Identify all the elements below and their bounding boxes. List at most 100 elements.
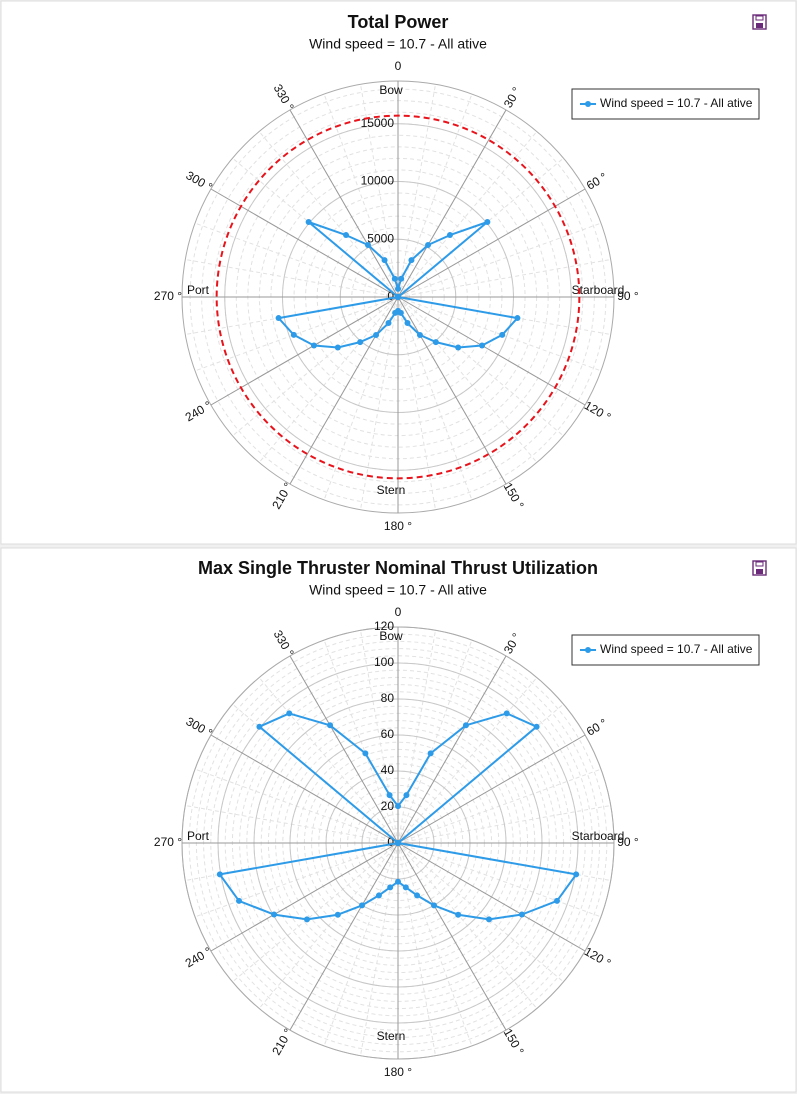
minor-spoke: [258, 131, 399, 298]
spoke: [210, 734, 399, 844]
spoke: [397, 655, 507, 844]
point: [216, 871, 223, 878]
point: [362, 750, 369, 757]
point: [392, 309, 399, 316]
point: [386, 792, 393, 799]
spoke: [289, 296, 399, 485]
point: [357, 339, 364, 346]
point: [359, 902, 365, 909]
direction-label: Stern: [377, 1029, 406, 1043]
r-tick-label: 20: [381, 799, 395, 813]
point: [484, 219, 491, 226]
point: [395, 294, 401, 300]
legend-marker: [585, 101, 591, 107]
point: [310, 342, 317, 349]
point: [404, 320, 411, 327]
r-tick-label: 40: [381, 763, 395, 777]
point: [373, 332, 380, 339]
minor-spoke: [185, 258, 399, 298]
legend-box: [571, 88, 760, 120]
point: [553, 897, 560, 904]
direction-label: Starboard: [572, 283, 625, 297]
direction-label: Bow: [379, 629, 403, 643]
point: [275, 315, 282, 322]
point: [427, 750, 434, 757]
point: [455, 344, 462, 351]
r-tick-label: 0: [387, 835, 394, 849]
legend-label: Wind speed = 10.7 - All ative: [600, 642, 753, 656]
point: [395, 803, 401, 810]
r-tick-label: 0: [387, 289, 394, 303]
minor-spoke: [397, 296, 538, 463]
chart: Total Power Wind speed = 10.7 - All ative…: [154, 12, 767, 533]
point: [385, 320, 392, 327]
point: [408, 257, 415, 264]
legend-label: Wind speed = 10.7 - All ative: [600, 96, 753, 110]
r-tick-label: 5000: [367, 231, 394, 245]
direction-label: Starboard: [572, 829, 625, 843]
minor-spoke: [397, 222, 602, 298]
minor-spoke: [194, 222, 399, 298]
point: [387, 884, 394, 891]
point: [432, 339, 439, 346]
r-tick-label: 60: [381, 727, 395, 741]
legend-marker: [585, 647, 591, 653]
angle-label: 270 °: [154, 289, 182, 303]
point: [327, 722, 334, 729]
spoke: [289, 109, 399, 298]
point: [479, 342, 486, 349]
spoke: [397, 188, 586, 298]
minor-spoke: [397, 296, 437, 510]
point: [391, 275, 398, 282]
point: [455, 911, 462, 918]
point: [462, 722, 469, 729]
minor-spoke: [323, 296, 399, 501]
r-tick-label: 120: [374, 619, 394, 633]
angle-label: 270 °: [154, 835, 182, 849]
legend-box: [571, 634, 760, 666]
reference-circle: [215, 114, 581, 480]
point: [431, 902, 437, 909]
point: [334, 911, 341, 918]
angle-label: 90 °: [617, 289, 639, 303]
chart-title: Max Single Thruster Nominal Thrust Utili…: [198, 558, 598, 578]
point: [271, 911, 278, 918]
minor-spoke: [397, 296, 473, 501]
minor-spoke: [397, 258, 611, 298]
save-button[interactable]: [752, 560, 767, 576]
point: [403, 792, 410, 799]
spoke: [397, 296, 507, 485]
point: [364, 241, 371, 248]
point: [414, 892, 421, 899]
direction-label: Port: [187, 283, 210, 297]
point: [256, 723, 263, 730]
angle-label: 0: [395, 605, 402, 619]
chart-subtitle: Wind speed = 10.7 - All ative: [309, 582, 487, 598]
point: [503, 710, 510, 717]
point: [303, 916, 310, 923]
point: [381, 257, 388, 264]
point: [395, 285, 401, 292]
spoke: [397, 842, 507, 1031]
point: [514, 315, 521, 322]
chart-subtitle: Wind speed = 10.7 - All ative: [309, 36, 487, 52]
spoke: [397, 734, 586, 844]
point: [305, 219, 312, 226]
r-tick-label: 10000: [361, 174, 395, 188]
save-button[interactable]: [752, 14, 767, 30]
point: [499, 331, 506, 338]
spoke: [210, 188, 399, 298]
angle-label: 180 °: [384, 1065, 412, 1079]
point: [395, 878, 401, 885]
minor-spoke: [359, 296, 399, 510]
point: [533, 723, 540, 730]
point: [446, 232, 453, 239]
point: [416, 332, 423, 339]
spoke: [289, 842, 399, 1031]
point: [334, 344, 341, 351]
r-tick-label: 15000: [361, 116, 395, 130]
minor-spoke: [397, 84, 437, 298]
point: [290, 331, 297, 338]
minor-spoke: [397, 296, 564, 437]
chart-title: Total Power: [348, 12, 449, 32]
